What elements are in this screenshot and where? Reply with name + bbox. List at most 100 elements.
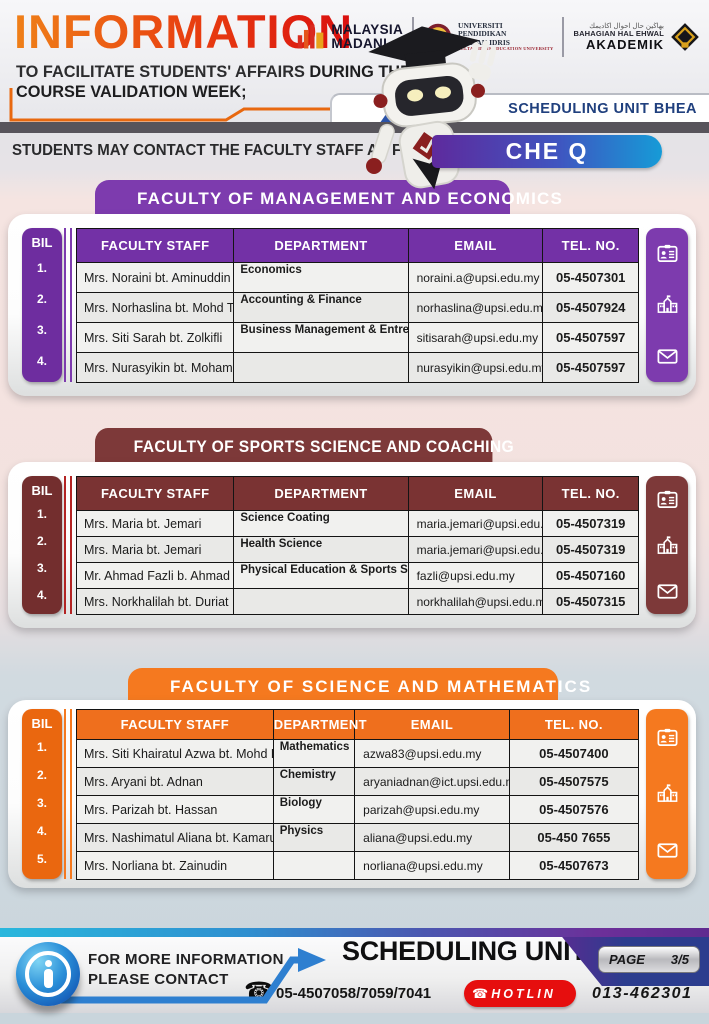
staff-cell: Mrs. Siti Sarah bt. Zolkifli [75, 322, 235, 353]
email-cell: aliana@upsi.edu.my [354, 823, 510, 852]
orange-bracket-line [9, 88, 346, 122]
bil-number: 4. [36, 824, 47, 838]
bil-number: 3. [36, 322, 47, 337]
bil-number: 3. [36, 796, 47, 810]
department-cell: Health Science [233, 536, 409, 563]
bil-number: 2. [36, 291, 47, 306]
staff-cell: Mrs. Maria bt. Jemari [75, 510, 235, 537]
table-header-row: FACULTY STAFF DEPARTMENT EMAIL TEL. NO. [75, 476, 639, 511]
page-label: PAGE [609, 952, 645, 967]
hotline-label: HOTLIN [491, 986, 556, 1001]
table-row: Mrs. Parizah bt. Hassan Biology parizah@… [76, 795, 640, 824]
department-cell: Chemistry [272, 767, 356, 796]
footer-contact-line-1: FOR MORE INFORMATION [88, 951, 284, 968]
envelope-icon [657, 843, 677, 858]
subtitle-normal: TO FACILITATE STUDENTS' AFFAIRS [16, 62, 305, 81]
school-building-icon [657, 295, 677, 314]
bhea-logo: بهاڬين حال احوال اكاديمك BAHAGIAN HAL EH… [573, 21, 701, 53]
footer-phone-numbers: 05-4507058/7059/7041 [276, 985, 432, 1002]
bil-number: 4. [36, 353, 47, 368]
upsi-text-1: UNIVERSITI [458, 21, 503, 31]
bhea-jawi-text: بهاڬين حال احوال اكاديمك [589, 22, 664, 30]
bil-column: BIL 1. 2. 3. 4. [22, 476, 62, 614]
staff-cell: Mrs. Noraini bt. Aminuddin [75, 262, 235, 293]
section-card: BIL 1. 2. 3. 4. 5. FACULTY STAFF DEPARTM… [8, 700, 696, 888]
col-faculty-staff: FACULTY STAFF [75, 476, 235, 511]
side-icon-pill [646, 228, 688, 382]
accent-double-line [64, 476, 72, 614]
col-department: DEPARTMENT [233, 228, 409, 263]
email-cell: azwa83@upsi.edu.my [354, 739, 510, 768]
bil-column: BIL 1. 2. 3. 4. 5. [22, 709, 62, 879]
email-cell: norliana@upsi.edu.my [354, 851, 510, 880]
tel-cell: 05-4507160 [542, 562, 639, 589]
school-building-icon [657, 535, 677, 554]
staff-cell: Mrs. Nurasyikin bt. Mohamad Ilas [75, 352, 235, 383]
footer-unit-title: SCHEDULING UNIT [342, 936, 587, 966]
bhea-mortarboard-icon [671, 23, 699, 51]
table-row: Mrs. Maria bt. Jemari Science Coating ma… [75, 510, 639, 537]
hotline-number: 013-462301 [592, 985, 693, 1002]
bil-number: 2. [36, 533, 47, 548]
page-badge: PAGE 3/5 [598, 946, 700, 973]
school-building-icon [657, 784, 677, 803]
col-tel: TEL. NO. [542, 228, 639, 263]
col-faculty-staff: FACULTY STAFF [76, 709, 274, 740]
bil-label: BIL [31, 483, 53, 498]
table-row: Mrs. Aryani bt. Adnan Chemistry aryaniad… [76, 767, 640, 796]
bhea-text-2: AKADEMIK [585, 36, 664, 52]
id-card-icon [657, 728, 677, 746]
table-row: Mr. Ahmad Fazli b. Ahmad Rasmi Physical … [75, 562, 639, 589]
section-card: BIL 1. 2. 3. 4. FACULTY STAFF DEPARTMENT… [8, 462, 696, 628]
tel-cell: 05-4507576 [508, 795, 640, 824]
email-cell: fazli@upsi.edu.my [407, 562, 544, 589]
department-cell: Physical Education & Sports Science [233, 562, 409, 589]
table-row: Mrs. Nashimatul Aliana bt. Kamarul Bahri… [76, 823, 640, 852]
page-ribbon: PAGE 3/5 [562, 937, 709, 986]
header-divider-bar [0, 122, 709, 133]
side-icon-pill [646, 476, 688, 614]
table-row: Mrs. Nurasyikin bt. Mohamad Ilas nurasyi… [75, 352, 639, 383]
department-cell: Economics [233, 262, 409, 293]
footer-contact-line-2: PLEASE CONTACT [88, 971, 229, 989]
email-cell: sitisarah@upsi.edu.my [407, 322, 544, 353]
staff-cell: Mrs. Aryani bt. Adnan [76, 767, 274, 796]
email-cell: norkhalilah@upsi.edu.my [407, 588, 544, 615]
bil-number: 3. [36, 560, 47, 575]
table-row: Mrs. Siti Khairatul Azwa bt. Mohd Farok … [76, 739, 640, 768]
accent-double-line [64, 709, 72, 879]
department-cell: Physics [272, 823, 356, 852]
department-cell [233, 588, 409, 615]
tel-cell: 05-4507400 [508, 739, 640, 768]
staff-cell: Mrs. Norhaslina bt. Mohd Taharim [75, 292, 235, 323]
col-department: DEPARTMENT [233, 476, 409, 511]
tel-cell: 05-4507301 [542, 262, 639, 293]
table-header-row: FACULTY STAFF DEPARTMENT EMAIL TEL. NO. [75, 228, 639, 263]
malaysia-madani-logo: MALAYSIA MADANI [296, 23, 403, 51]
col-tel: TEL. NO. [542, 476, 639, 511]
col-faculty-staff: FACULTY STAFF [75, 228, 235, 263]
bil-label: BIL [31, 235, 53, 250]
staff-cell: Mrs. Maria bt. Jemari [75, 536, 235, 563]
bil-number: 5. [36, 852, 47, 866]
envelope-icon [657, 583, 677, 599]
tel-cell: 05-450 7655 [508, 823, 640, 852]
page-value: 3/5 [670, 952, 689, 967]
id-card-icon [657, 245, 677, 263]
id-card-icon [657, 490, 677, 508]
tel-cell: 05-4507315 [542, 588, 639, 615]
col-email: EMAIL [407, 476, 544, 511]
staff-cell: Mrs. Parizah bt. Hassan [76, 795, 274, 824]
side-icon-pill [646, 709, 688, 879]
footer-contact-note: FOR MORE INFORMATION PLEASE CONTACT [88, 950, 284, 991]
footer-gradient-bar [0, 928, 709, 937]
madani-text-2: MADANI [331, 36, 388, 51]
department-cell [272, 851, 356, 880]
bil-number: 2. [36, 768, 47, 782]
bil-number: 1. [36, 740, 47, 754]
tel-cell: 05-4507319 [542, 536, 639, 563]
tel-cell: 05-4507673 [508, 851, 640, 880]
table-row: Mrs. Norkhalilah bt. Duriat norkhalilah@… [75, 588, 639, 615]
table-row: Mrs. Siti Sarah bt. Zolkifli Business Ma… [75, 322, 639, 353]
